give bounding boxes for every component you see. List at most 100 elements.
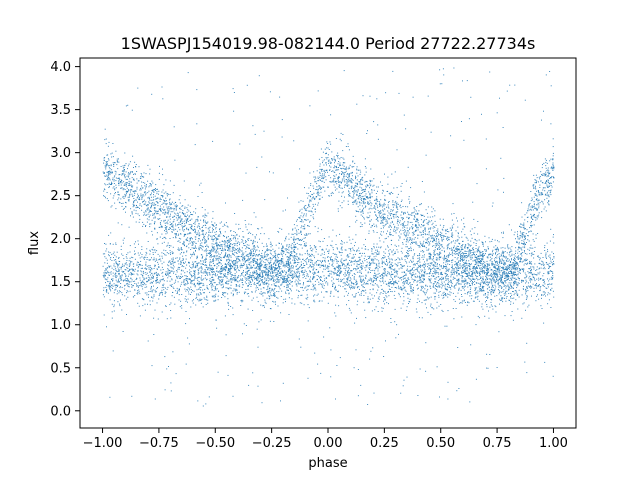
data-point [307, 197, 309, 199]
data-point [312, 248, 314, 250]
data-point [538, 273, 540, 275]
data-point [454, 268, 456, 270]
data-point [162, 212, 164, 214]
data-point [489, 267, 491, 269]
data-point [495, 262, 497, 264]
data-point [423, 191, 425, 193]
data-point [222, 286, 224, 288]
data-point [396, 287, 398, 289]
data-point [374, 270, 376, 272]
data-point [348, 194, 350, 196]
data-point [293, 276, 295, 278]
data-point [378, 260, 380, 262]
data-point [348, 273, 350, 275]
data-point [491, 240, 493, 242]
data-point [196, 89, 198, 91]
data-point [137, 196, 139, 198]
data-point [416, 302, 418, 303]
data-point [205, 249, 207, 251]
data-point [266, 249, 268, 251]
data-point [107, 176, 109, 178]
data-point [406, 239, 408, 241]
data-point [413, 215, 415, 217]
data-point [481, 263, 483, 265]
data-point [382, 307, 384, 309]
data-point [317, 176, 319, 178]
data-point [504, 292, 506, 294]
data-point [462, 279, 464, 281]
data-point [518, 246, 519, 248]
data-point [531, 205, 533, 207]
data-point [544, 292, 546, 294]
data-point [397, 211, 399, 213]
data-point [238, 269, 239, 271]
data-point [288, 281, 289, 283]
data-point [260, 304, 262, 306]
data-point [271, 279, 273, 281]
data-point [404, 281, 406, 283]
data-point [443, 293, 445, 295]
data-point [452, 292, 454, 294]
data-point [442, 311, 444, 312]
data-point [530, 286, 532, 288]
data-point [546, 288, 548, 289]
data-point [193, 282, 195, 284]
data-point [288, 238, 290, 240]
data-point [131, 395, 133, 397]
data-point [480, 263, 482, 264]
data-point [429, 252, 431, 254]
data-point [461, 300, 463, 302]
data-point [121, 203, 123, 204]
data-point [233, 246, 235, 248]
data-point [538, 268, 540, 270]
data-point [206, 273, 208, 275]
data-point [230, 271, 232, 273]
data-point [333, 178, 335, 180]
data-point [102, 171, 104, 173]
data-point [291, 255, 293, 257]
data-point [168, 253, 170, 255]
data-point [467, 291, 468, 293]
data-point [257, 246, 259, 248]
data-point [345, 274, 347, 276]
data-point [107, 154, 109, 156]
data-point [348, 184, 350, 186]
data-point [151, 291, 153, 293]
data-point [475, 324, 477, 326]
data-point [183, 213, 185, 215]
data-point [205, 261, 207, 263]
data-point [312, 268, 314, 270]
data-point [269, 263, 271, 265]
data-point [119, 303, 120, 305]
data-point [285, 248, 287, 250]
data-point [141, 209, 143, 211]
data-point [324, 171, 326, 173]
data-point [333, 179, 335, 181]
data-point [502, 272, 504, 273]
data-point [325, 281, 327, 283]
data-point [339, 138, 341, 140]
data-point [214, 274, 216, 276]
data-point [129, 173, 131, 175]
data-point [325, 176, 327, 178]
data-point [543, 293, 545, 295]
data-point [360, 179, 362, 180]
data-point [504, 280, 506, 282]
data-point [164, 222, 166, 224]
data-point [386, 233, 387, 235]
data-point [520, 223, 522, 225]
data-point [351, 171, 353, 173]
data-point [522, 246, 524, 248]
data-point [519, 230, 521, 232]
data-point [282, 260, 284, 262]
data-point [145, 284, 147, 286]
data-point [110, 265, 112, 267]
data-point [343, 180, 345, 182]
data-point [337, 163, 339, 165]
data-point [364, 277, 366, 279]
data-point [508, 293, 510, 294]
data-point [424, 254, 425, 256]
data-point [328, 236, 330, 238]
data-point [440, 304, 442, 305]
data-point [171, 251, 173, 253]
